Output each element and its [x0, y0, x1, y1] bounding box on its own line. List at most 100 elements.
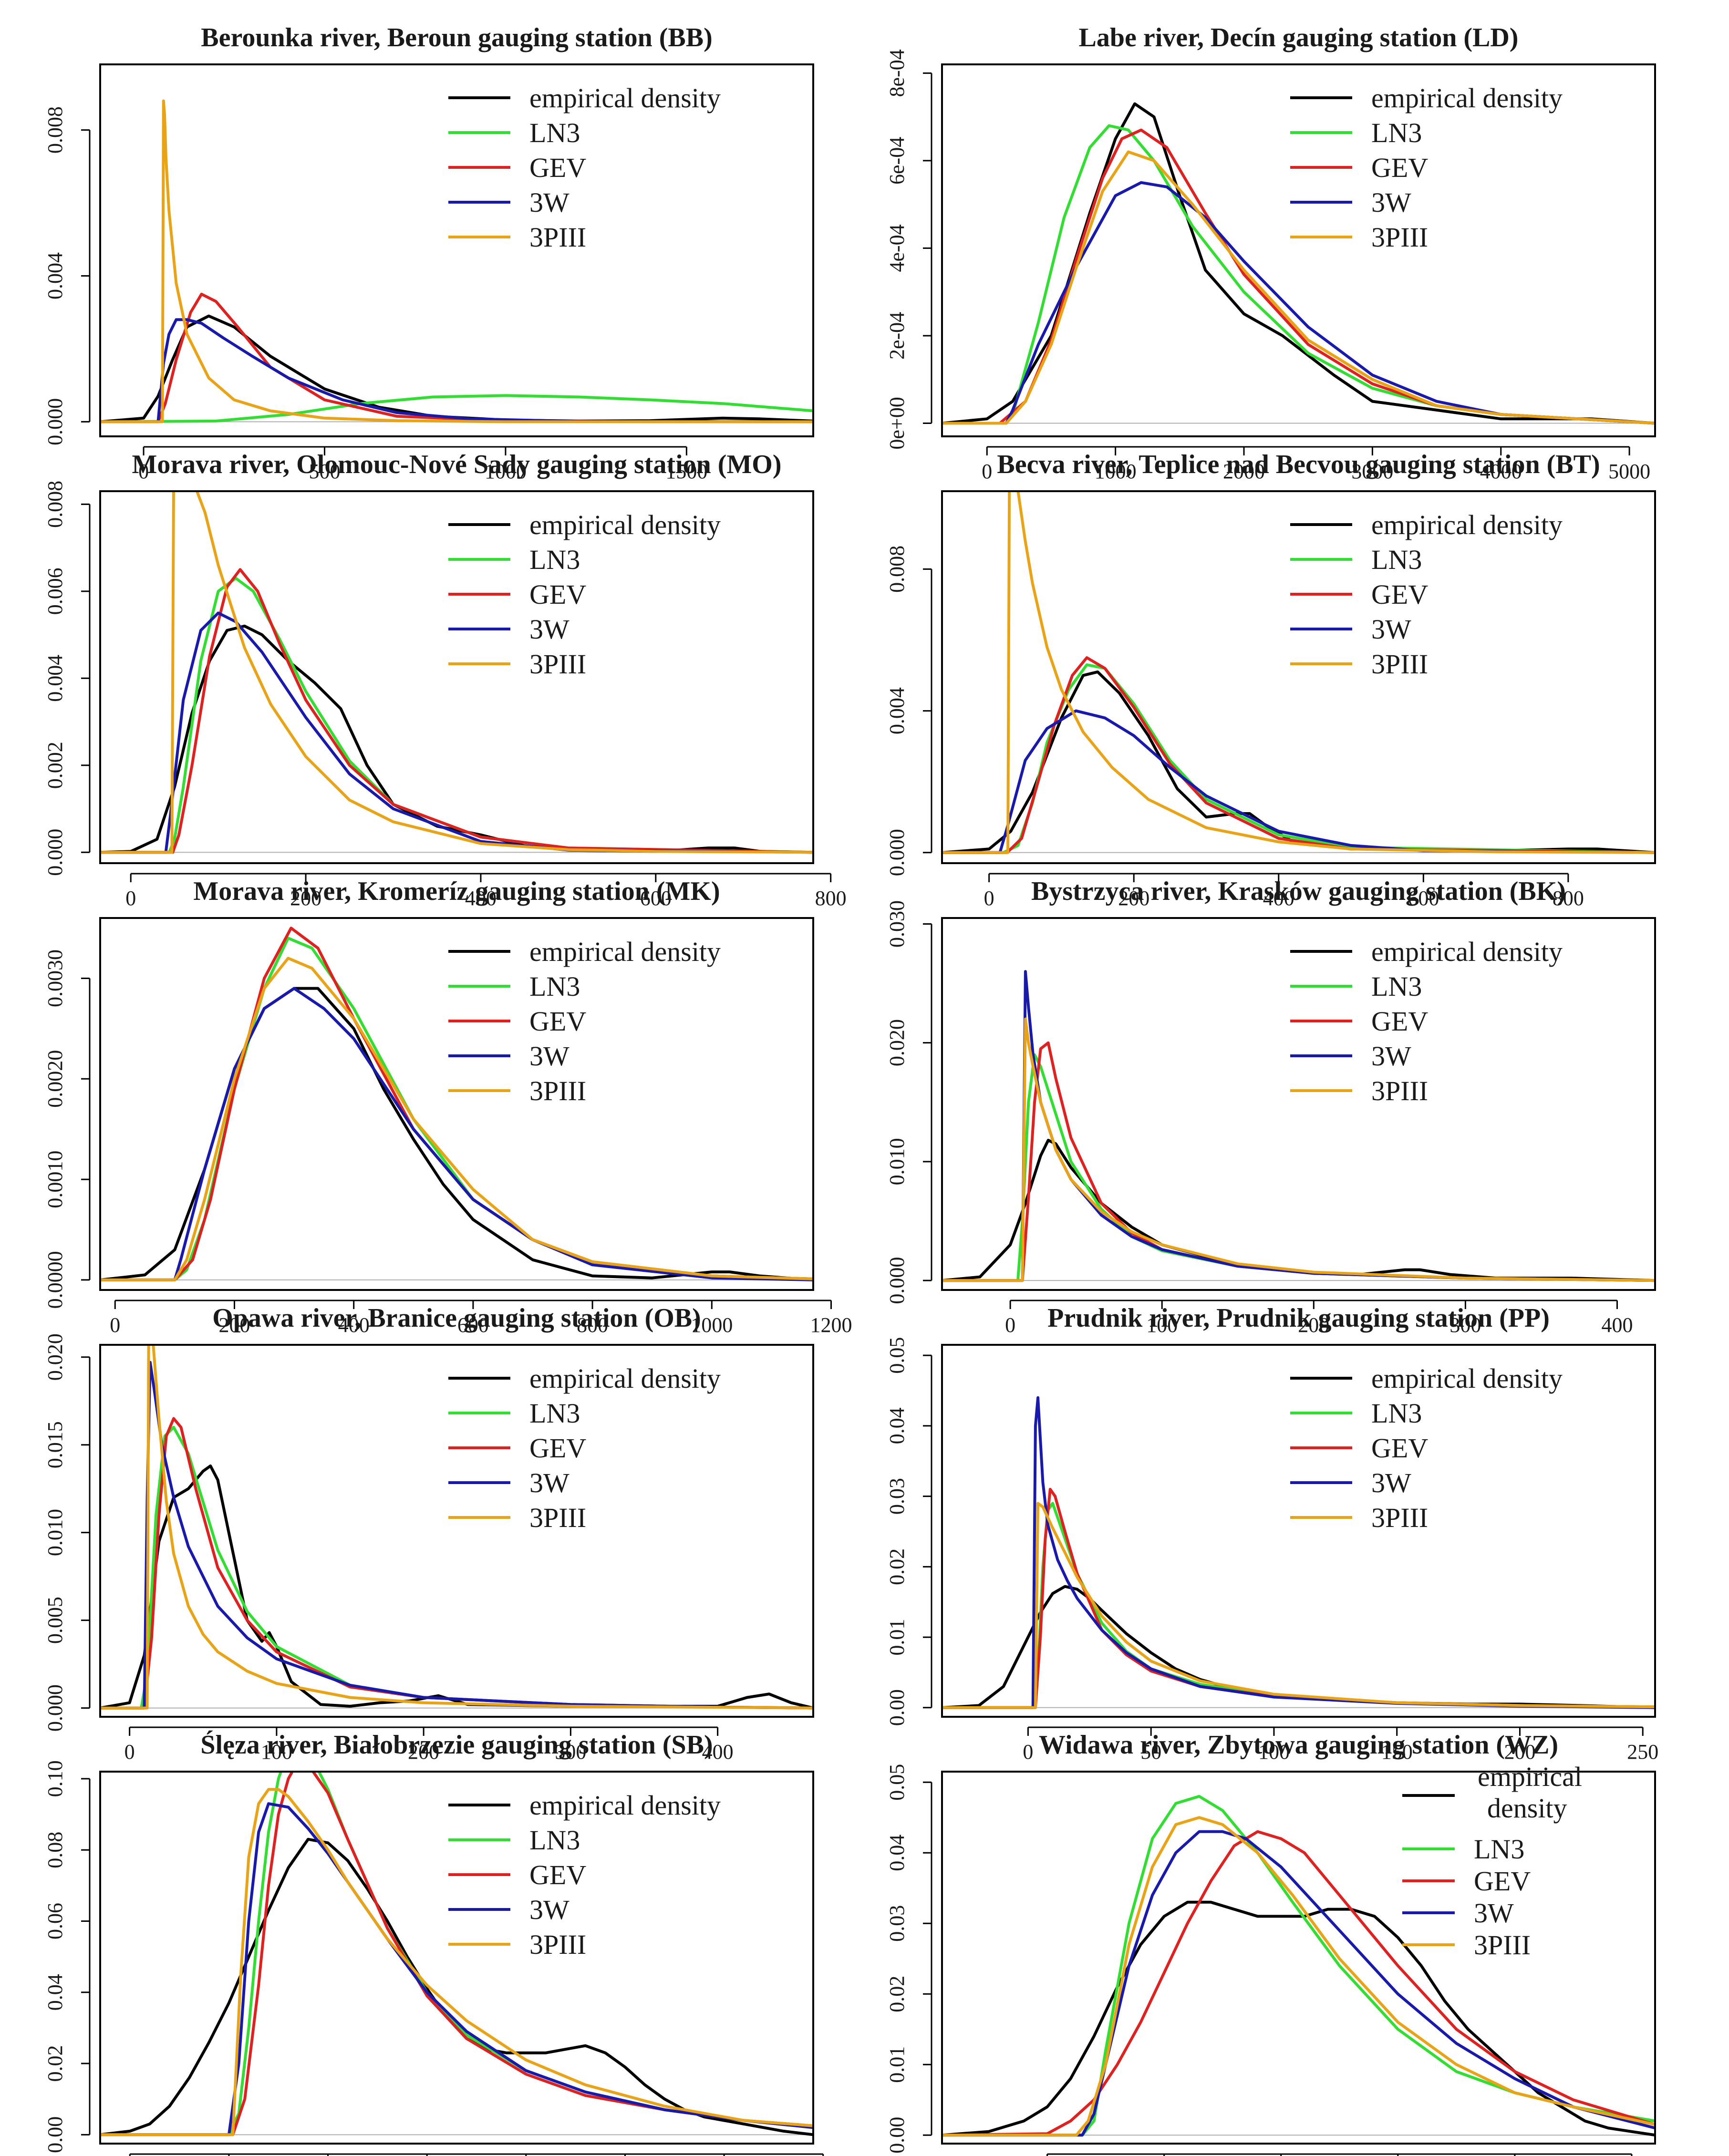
y-tick-label: 0.000 [885, 829, 909, 876]
series-line-empirical-density [942, 102, 1655, 425]
y-tick-label: 0.01 [885, 1619, 909, 1656]
y-tick-label: 0.005 [43, 1597, 67, 1644]
x-tick-label: 1000 [1095, 460, 1137, 483]
plot-frame [99, 63, 814, 437]
series-line-empirical-density [100, 987, 813, 1281]
series-line-3w [100, 318, 813, 423]
legend-label-gev: GEV [1371, 1006, 1428, 1037]
series-line-3w [100, 1802, 813, 2136]
series-line-3piii [100, 99, 813, 423]
legend-label-ln3: LN3 [1371, 544, 1422, 575]
x-tick-label: 600 [457, 1313, 489, 1337]
series-line-3w [942, 1396, 1655, 1709]
chart-title: Labe river, Decín gauging station (LD) [1079, 23, 1519, 52]
legend-label-ln3: LN3 [529, 117, 580, 148]
series-line-3w [942, 709, 1655, 854]
series-line-ln3 [100, 577, 813, 854]
chart-title: Prudnik river, Prudnik gauging station (… [1047, 1303, 1550, 1333]
legend-label-3w: 3W [1371, 1467, 1411, 1498]
legend-label-ln3: LN3 [1371, 1398, 1422, 1429]
x-tick-label: 400 [465, 887, 497, 910]
y-tick-label: 0.03 [885, 1905, 909, 1942]
series-line-gev [100, 568, 813, 854]
series-line-empirical-density [942, 1139, 1655, 1282]
series-line-ln3 [942, 1053, 1655, 1282]
chart-panel-9: Ślęza river, Białobrzezie gauging statio… [43, 1730, 824, 2156]
x-tick-label: 2000 [1223, 460, 1265, 483]
chart-panel-3: Morava river, Olomouc-Nové Sady gauging … [43, 450, 847, 910]
y-tick-label: 0.004 [43, 252, 67, 299]
y-tick-label: 0.02 [885, 1976, 909, 2012]
legend-label-3piii: 3PIII [529, 649, 586, 680]
x-tick-label: 400 [338, 1313, 370, 1337]
series-line-ln3 [942, 1795, 1655, 2137]
plot-frame [99, 917, 814, 1291]
series-line-gev [100, 927, 813, 1281]
y-tick-label: 0.030 [885, 900, 909, 948]
chart-panel-5: Morava river, Kromeríz gauging station (… [43, 877, 852, 1337]
legend-label-3piii: 3PIII [1371, 649, 1428, 680]
chart-title: Opawa river, Branice gauging station (OB… [212, 1303, 701, 1333]
y-tick-label: 4e-04 [885, 224, 909, 272]
legend-label-3piii: 3PIII [529, 222, 586, 253]
legend-label-gev: GEV [1371, 579, 1428, 610]
plot-frame [99, 490, 814, 864]
legend: empirical density LN3 GEV 3W 3PIII [1290, 509, 1563, 680]
y-tick-label: 0.00 [885, 1689, 909, 1726]
legend-label-3w: 3W [529, 1467, 569, 1498]
legend-label-3w: 3W [529, 187, 569, 218]
legend-label-empirical-density: empirical density [1371, 509, 1563, 540]
x-tick-label: 100 [261, 1740, 292, 1764]
plot-frame [941, 63, 1656, 437]
legend-label-3w: 3W [529, 614, 569, 645]
series-line-empirical-density [942, 1900, 1655, 2137]
series-line-3piii [942, 1816, 1655, 2137]
x-tick-label: 1500 [665, 460, 707, 483]
series-line-empirical-density [100, 1837, 813, 2136]
series-line-3piii [100, 957, 813, 1281]
y-tick-label: 6e-04 [885, 137, 909, 185]
x-tick-label: 3000 [1351, 460, 1393, 483]
legend-label-ln3: LN3 [529, 1825, 580, 1856]
legend-label-empirical-density: empirical density [529, 1363, 721, 1394]
x-tick-label: 600 [640, 887, 672, 910]
series-line-ln3 [942, 124, 1655, 425]
legend-label-3w: 3W [1371, 614, 1411, 645]
x-tick-label: 600 [1408, 887, 1439, 910]
series-line-empirical-density [100, 624, 813, 854]
series-line-3piii [100, 1788, 813, 2136]
y-tick-label: 0.0030 [43, 949, 67, 1007]
legend-label-gev: GEV [1371, 1433, 1428, 1464]
chart-title: Berounka river, Beroun gauging station (… [201, 23, 712, 52]
y-tick-label: 0.02 [885, 1548, 909, 1585]
y-tick-label: 0.05 [885, 1764, 909, 1801]
y-tick-label: 0.01 [885, 2046, 909, 2083]
x-tick-label: 300 [1449, 1313, 1481, 1337]
y-tick-label: 0.008 [43, 106, 67, 154]
y-tick-label: 0.006 [43, 567, 67, 615]
x-tick-label: 0 [982, 460, 992, 483]
y-tick-label: 0.015 [43, 1421, 67, 1468]
y-tick-label: 0.000 [885, 1257, 909, 1304]
y-tick-label: 0.020 [885, 1019, 909, 1066]
x-tick-label: 400 [702, 1740, 734, 1764]
series-line-gev [942, 656, 1655, 854]
x-tick-label: 50 [1140, 1740, 1161, 1764]
y-tick-label: 0.04 [885, 1835, 909, 1871]
x-tick-label: 200 [408, 1740, 439, 1764]
x-tick-label: 800 [1553, 887, 1584, 910]
x-tick-label: 0 [984, 887, 994, 910]
x-tick-label: 800 [577, 1313, 608, 1337]
series-line-3w [100, 611, 813, 854]
x-tick-label: 200 [290, 887, 321, 910]
legend-label-ln3: LN3 [1371, 117, 1422, 148]
x-tick-label: 100 [1258, 1740, 1290, 1764]
chart-title: Morava river, Kromeríz gauging station (… [193, 877, 720, 906]
series-line-3piii [100, 1345, 813, 1710]
legend-label-3piii: 3PIII [1474, 1929, 1531, 1960]
y-tick-label: 0.000 [43, 829, 67, 876]
